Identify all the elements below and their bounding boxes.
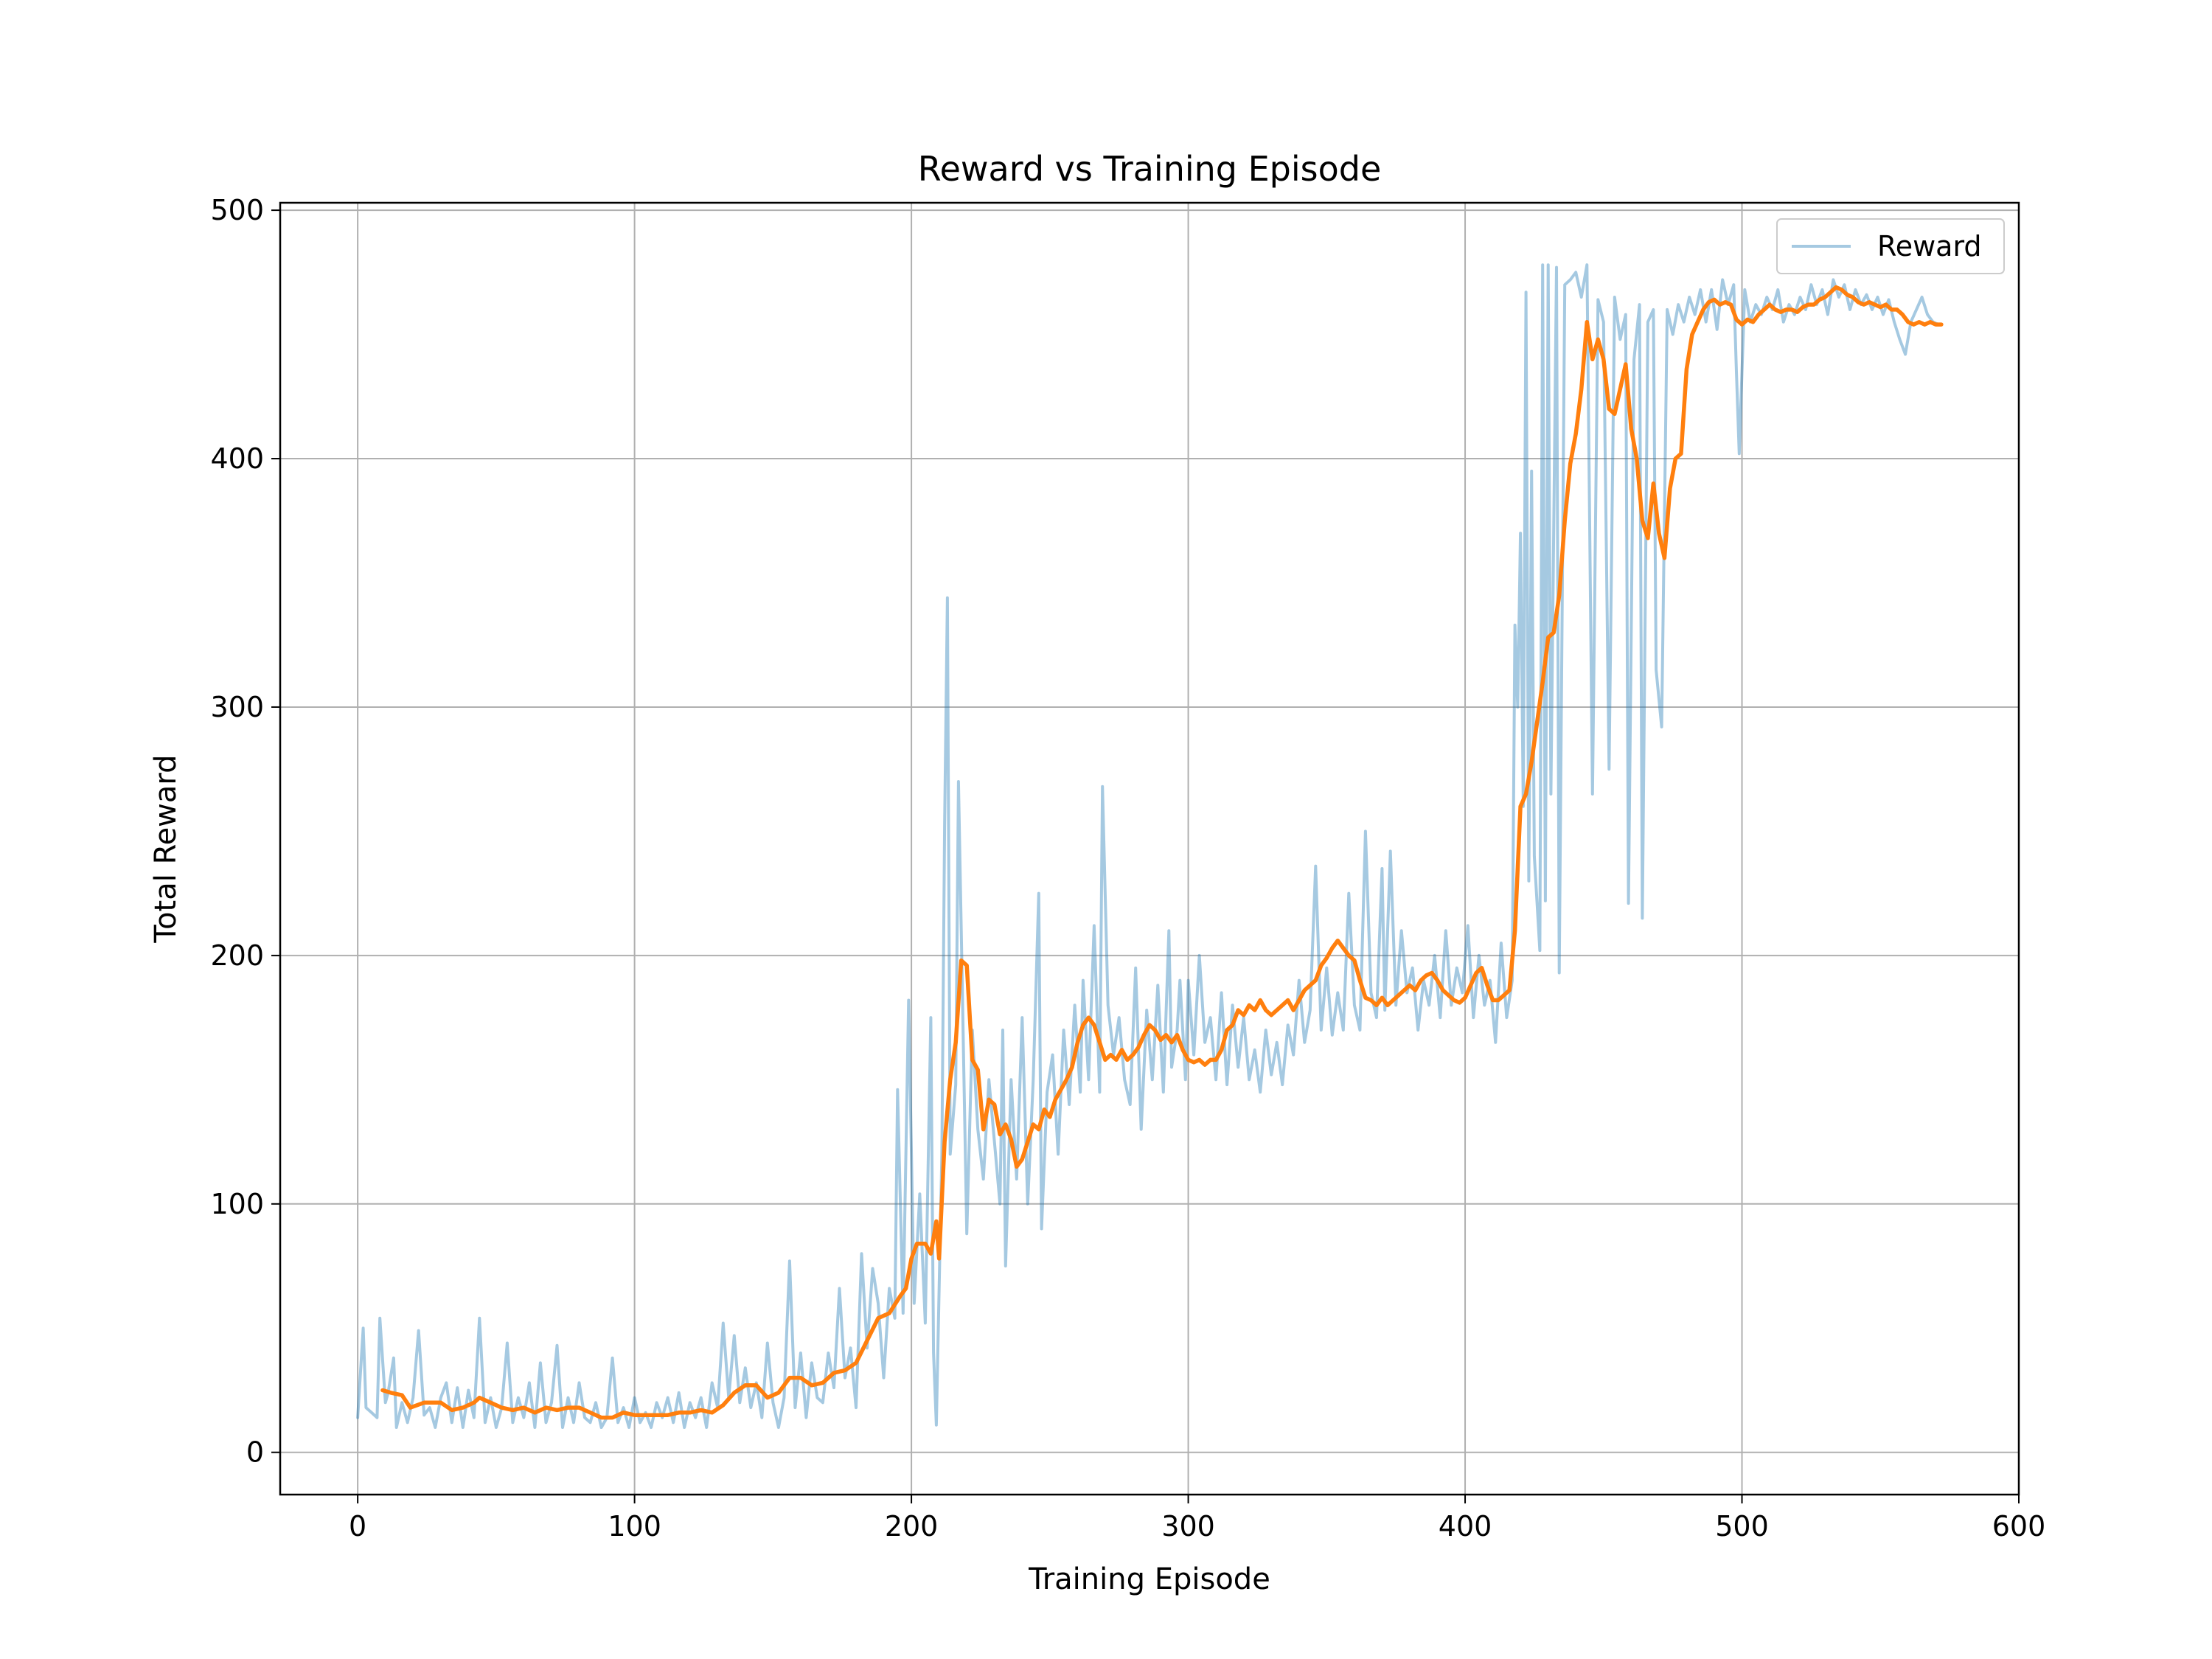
- axes-frame: [279, 201, 2020, 1496]
- axis-ticks: 0 100 200 300 400 500 600 0 100 200 300 400 500: [210, 194, 2045, 1543]
- x-axis-label: Training Episode: [1028, 1562, 1270, 1596]
- chart-title: Reward vs Training Episode: [918, 149, 1382, 189]
- legend: Reward: [1776, 218, 2005, 274]
- x-tick-label: 0: [349, 1510, 366, 1543]
- x-tick-label: 500: [1715, 1510, 1769, 1543]
- x-tick-label: 600: [1992, 1510, 2046, 1543]
- grid-lines: [280, 203, 2020, 1495]
- y-tick-label: 400: [210, 442, 264, 475]
- y-tick-label: 500: [210, 194, 264, 226]
- x-tick-label: 400: [1439, 1510, 1492, 1543]
- x-tick-label: 200: [885, 1510, 939, 1543]
- plot-area: [356, 263, 1944, 1429]
- x-tick-label: 300: [1161, 1510, 1215, 1543]
- y-tick-label: 100: [210, 1188, 264, 1220]
- legend-box: [1776, 218, 2005, 274]
- series-line-moving-average: [380, 285, 1944, 1420]
- legend-label-reward: Reward: [1877, 230, 1982, 262]
- y-tick-label: 300: [210, 691, 264, 723]
- x-tick-label: 100: [608, 1510, 661, 1543]
- y-tick-label: 200: [210, 939, 264, 972]
- y-tick-label: 0: [246, 1436, 264, 1469]
- y-axis-label: Total Reward: [149, 754, 183, 943]
